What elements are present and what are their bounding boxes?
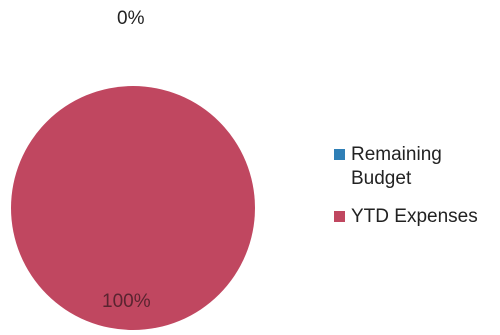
legend-label-remaining-budget: Remaining Budget: [351, 144, 442, 189]
data-label-remaining-budget: 0%: [117, 8, 145, 29]
pie-slice-ytd-expenses: [11, 86, 255, 330]
legend-swatch-remaining-budget: [334, 149, 345, 160]
data-label-ytd-expenses: 100%: [102, 291, 151, 312]
legend-item-ytd-expenses: YTD Expenses: [334, 205, 498, 229]
legend-item-remaining-budget: Remaining Budget: [334, 143, 498, 191]
legend-label-ytd-expenses: YTD Expenses: [351, 206, 478, 227]
legend-swatch-ytd-expenses: [334, 211, 345, 222]
legend: Remaining Budget YTD Expenses: [334, 143, 498, 243]
